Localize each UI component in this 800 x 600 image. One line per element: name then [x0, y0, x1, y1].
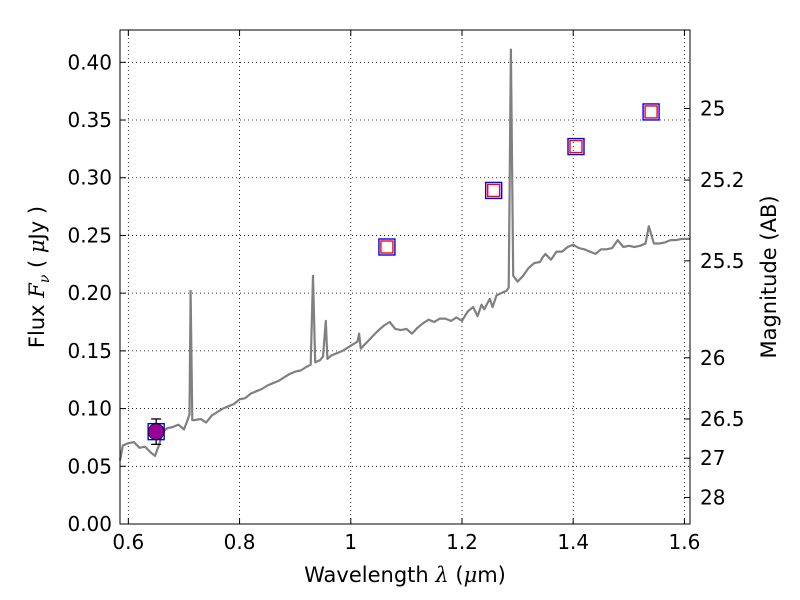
y-tick-label: 0.40: [67, 50, 112, 74]
y2-tick-label: 25: [700, 96, 725, 120]
y2-tick-label: 25.2: [700, 168, 745, 192]
y2-tick-label: 27: [700, 446, 725, 470]
model-photometry-marker: [378, 238, 396, 256]
x-tick-label: 1.2: [446, 530, 478, 554]
plot-frame: [119, 29, 691, 525]
y-tick-label: 0.05: [67, 454, 112, 478]
y2-tick-label: 26.5: [700, 407, 745, 431]
model-photometry-marker: [567, 137, 585, 156]
ticks: 0.6 0.8 1 1.2 1.4 1.6 0.00 0.05 0.10 0.15 0.20 0.25…: [67, 30, 745, 554]
photometry-marker: [644, 105, 658, 119]
photometry-marker: [380, 240, 394, 254]
y-tick-label: 0.20: [67, 281, 112, 305]
y-tick-label: 0.25: [67, 223, 112, 247]
y-axis-title: Flux Fν ( μJy ): [25, 206, 53, 348]
model-photometry-marker: [484, 181, 503, 200]
y-tick-label: 0.10: [67, 397, 112, 421]
y-tick-label: 0.30: [67, 166, 112, 190]
y2-axis-title: Magnitude (AB): [757, 195, 781, 358]
spectrum-line: [118, 48, 690, 461]
x-axis-title: Wavelength λ (μm): [304, 563, 506, 587]
x-tick-label: 0.6: [112, 530, 144, 554]
x-tick-label: 1: [344, 530, 357, 554]
x-tick-label: 1.6: [669, 530, 701, 554]
grid-lines: [120, 30, 690, 525]
model-photometry-marker: [642, 103, 660, 121]
x-tick-label: 1.4: [557, 530, 589, 554]
y2-tick-label: 26: [700, 346, 725, 370]
series-layer: [118, 48, 690, 461]
y-tick-label: 0.35: [67, 108, 112, 132]
y2-tick-label: 28: [700, 485, 725, 509]
photometry-marker: [569, 139, 583, 154]
x-tick-label: 0.8: [224, 530, 256, 554]
observed-point: [147, 423, 165, 441]
y-tick-label: 0.00: [67, 512, 112, 536]
y-tick-label: 0.15: [67, 339, 112, 363]
photometry-marker: [486, 183, 501, 198]
y2-tick-label: 25.5: [700, 249, 745, 273]
